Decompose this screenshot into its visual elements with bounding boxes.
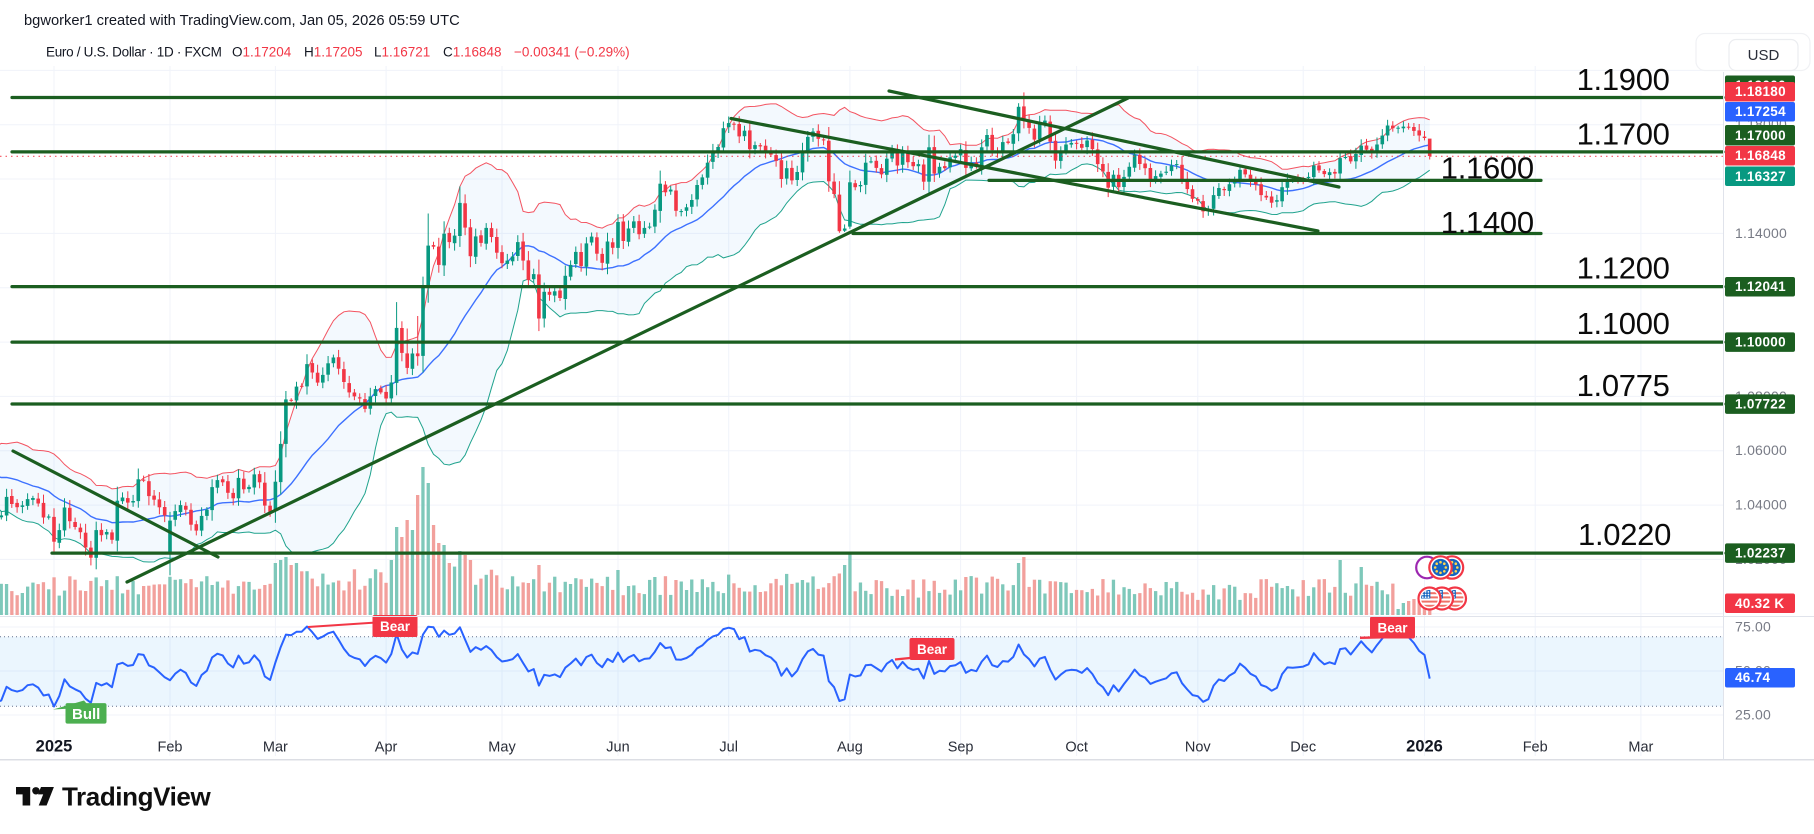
svg-text:bgworker1 created with Trading: bgworker1 created with TradingView.com, … (24, 13, 460, 29)
svg-text:1.16327: 1.16327 (1735, 169, 1786, 184)
svg-text:1.1400: 1.1400 (1441, 205, 1534, 240)
svg-text:46.74: 46.74 (1735, 670, 1770, 685)
svg-text:Sep: Sep (948, 740, 974, 756)
svg-text:C1.16848: C1.16848 (443, 45, 502, 60)
svg-text:1.18180: 1.18180 (1735, 84, 1786, 99)
svg-text:Apr: Apr (375, 740, 398, 756)
svg-text:1.14000: 1.14000 (1735, 225, 1787, 241)
svg-text:1.1600: 1.1600 (1441, 150, 1534, 185)
svg-text:Bear: Bear (380, 619, 411, 634)
svg-text:1.17000: 1.17000 (1735, 128, 1786, 143)
svg-text:1.17254: 1.17254 (1735, 104, 1786, 119)
svg-text:2025: 2025 (36, 738, 73, 756)
svg-text:1.12041: 1.12041 (1735, 279, 1786, 294)
svg-text:Jun: Jun (606, 740, 629, 756)
svg-text:40.32 K: 40.32 K (1735, 596, 1784, 611)
svg-text:2026: 2026 (1406, 738, 1443, 756)
svg-text:Mar: Mar (263, 740, 288, 756)
svg-text:1.1900: 1.1900 (1577, 62, 1670, 97)
svg-text:O1.17204: O1.17204 (232, 45, 292, 60)
svg-text:USD: USD (1748, 47, 1780, 64)
svg-text:Aug: Aug (837, 740, 863, 756)
svg-text:Jul: Jul (719, 740, 738, 756)
svg-text:May: May (488, 740, 516, 756)
svg-text:1.0775: 1.0775 (1577, 368, 1670, 403)
svg-text:1.06000: 1.06000 (1735, 442, 1787, 458)
svg-text:1.02237: 1.02237 (1735, 546, 1786, 561)
svg-text:Bear: Bear (1377, 620, 1408, 635)
svg-text:1.04000: 1.04000 (1735, 497, 1787, 513)
svg-text:Nov: Nov (1185, 740, 1212, 756)
svg-text:Bull: Bull (72, 706, 100, 723)
svg-text:Bear: Bear (917, 642, 948, 657)
svg-text:Euro / U.S. Dollar · 1D · FXCM: Euro / U.S. Dollar · 1D · FXCM (46, 45, 222, 60)
svg-text:Mar: Mar (1628, 740, 1653, 756)
svg-text:1.10000: 1.10000 (1735, 335, 1786, 350)
svg-text:1.16848: 1.16848 (1735, 148, 1786, 163)
svg-text:−0.00341 (−0.29%): −0.00341 (−0.29%) (514, 45, 630, 60)
svg-text:25.00: 25.00 (1735, 707, 1771, 723)
svg-text:L1.16721: L1.16721 (374, 45, 430, 60)
svg-text:1.1700: 1.1700 (1577, 116, 1670, 151)
svg-text:75.00: 75.00 (1735, 619, 1771, 635)
svg-text:1.1200: 1.1200 (1577, 251, 1670, 286)
svg-text:Feb: Feb (158, 740, 183, 756)
svg-text:Feb: Feb (1523, 740, 1548, 756)
svg-text:H1.17205: H1.17205 (304, 45, 363, 60)
svg-text:TradingView: TradingView (62, 782, 211, 812)
svg-text:1.0220: 1.0220 (1578, 517, 1671, 552)
svg-text:1.1000: 1.1000 (1577, 306, 1670, 341)
svg-text:Oct: Oct (1065, 740, 1088, 756)
svg-text:1.07722: 1.07722 (1735, 397, 1786, 412)
svg-text:Dec: Dec (1290, 740, 1316, 756)
